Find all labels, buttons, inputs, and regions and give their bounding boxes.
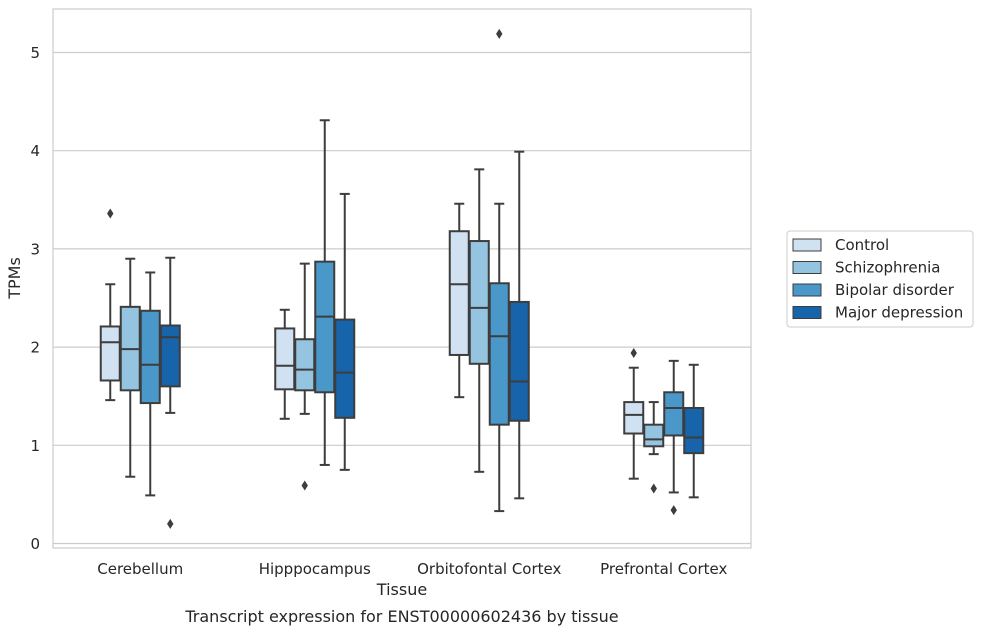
outlier-point <box>496 28 503 39</box>
box-group <box>448 28 530 513</box>
box <box>448 230 470 356</box>
y-tick-label: 0 <box>30 535 40 553</box>
box <box>294 338 316 392</box>
box <box>274 327 296 391</box>
x-tick-label: Hipppocampus <box>259 560 371 578</box>
y-tick-label: 3 <box>30 240 40 258</box>
box <box>623 401 645 435</box>
legend-label: Schizophrenia <box>835 259 940 277</box>
box <box>99 325 121 382</box>
y-tick-label: 2 <box>30 339 40 357</box>
y-tick-label: 5 <box>30 44 40 62</box>
box-groups <box>99 28 705 529</box>
box <box>663 391 685 437</box>
y-tick-label: 4 <box>30 142 40 160</box>
legend-swatch <box>792 306 822 319</box>
x-tick-label: Cerebellum <box>97 560 183 578</box>
outlier-point <box>167 518 174 529</box>
box <box>139 309 161 405</box>
outlier-point <box>107 208 114 219</box>
box <box>643 423 665 448</box>
outlier-point <box>301 480 308 491</box>
box <box>314 260 336 394</box>
chart-title: Transcript expression for ENST0000060243… <box>184 607 618 626</box>
box-group <box>623 347 705 516</box>
legend: Control Schizophrenia Bipolar disorder Majo… <box>786 230 974 328</box>
box <box>334 318 356 419</box>
legend-swatch <box>792 238 822 252</box>
box-group <box>274 119 356 491</box>
y-axis-title: TPMs <box>5 257 24 300</box>
plot-area <box>52 8 752 549</box>
outlier-point <box>630 347 637 358</box>
box <box>508 300 530 422</box>
box <box>468 240 490 365</box>
box <box>683 406 705 455</box>
legend-label: Control <box>835 236 889 254</box>
legend-frame <box>786 230 974 328</box>
legend-swatch <box>792 261 822 274</box>
legend-swatch <box>792 283 822 297</box>
box <box>159 324 181 388</box>
y-tick-label: 1 <box>30 437 40 455</box>
x-tick-label: Orbitofontal Cortex <box>417 560 561 578</box>
y-tick-labels: 0 1 2 3 4 5 <box>30 44 40 553</box>
x-tick-labels: Cerebellum Hipppocampus Orbitofontal Corte… <box>97 560 727 578</box>
legend-label: Major depression <box>835 304 963 322</box>
x-axis-title: Tissue <box>376 580 427 599</box>
box-group <box>99 208 181 529</box>
outlier-point <box>650 483 657 494</box>
x-tick-label: Prefrontal Cortex <box>600 560 727 578</box>
legend-label: Bipolar disorder <box>835 281 955 299</box>
box <box>488 282 510 426</box>
outlier-point <box>670 505 677 516</box>
